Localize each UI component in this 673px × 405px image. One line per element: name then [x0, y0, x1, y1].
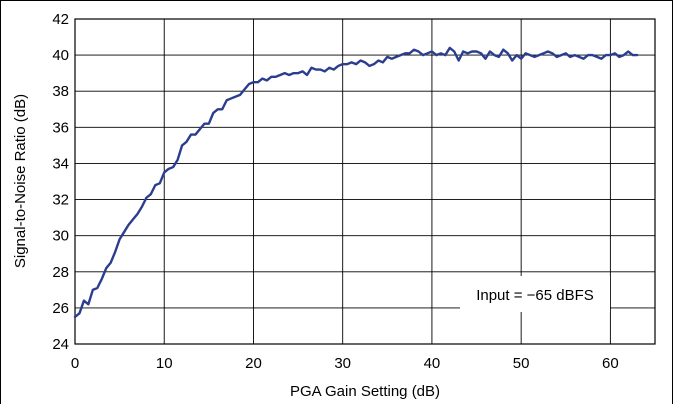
y-tick-label: 40	[52, 47, 69, 64]
y-tick-label: 38	[52, 83, 69, 100]
x-axis-title: PGA Gain Setting (dB)	[290, 383, 440, 400]
x-tick-label: 60	[602, 355, 619, 372]
snr-series-line	[73, 46, 639, 319]
annotation-label: Input = −65 dBFS	[476, 287, 594, 304]
y-tick-label: 26	[52, 300, 69, 317]
y-axis-title: Signal-to-Noise Ratio (dB)	[12, 94, 29, 268]
y-tick-label: 36	[52, 119, 69, 136]
y-tick-label: 24	[52, 336, 69, 353]
x-tick-label: 0	[71, 355, 79, 372]
annotation-box	[460, 276, 610, 312]
y-tick-label: 34	[52, 155, 69, 172]
y-tick-label: 28	[52, 264, 69, 281]
x-tick-label: 30	[334, 355, 351, 372]
x-tick-label: 40	[424, 355, 441, 372]
y-tick-label: 32	[52, 192, 69, 209]
x-tick-label: 10	[156, 355, 173, 372]
series-group	[73, 46, 639, 319]
y-tick-label: 42	[52, 11, 69, 28]
x-tick-label: 50	[513, 355, 530, 372]
y-tick-label: 30	[52, 228, 69, 245]
x-tick-label: 20	[245, 355, 262, 372]
tick-labels: 0 10 20 30 40 50 60 24 26 28 30 32 34 36 38 40 42	[52, 11, 618, 372]
